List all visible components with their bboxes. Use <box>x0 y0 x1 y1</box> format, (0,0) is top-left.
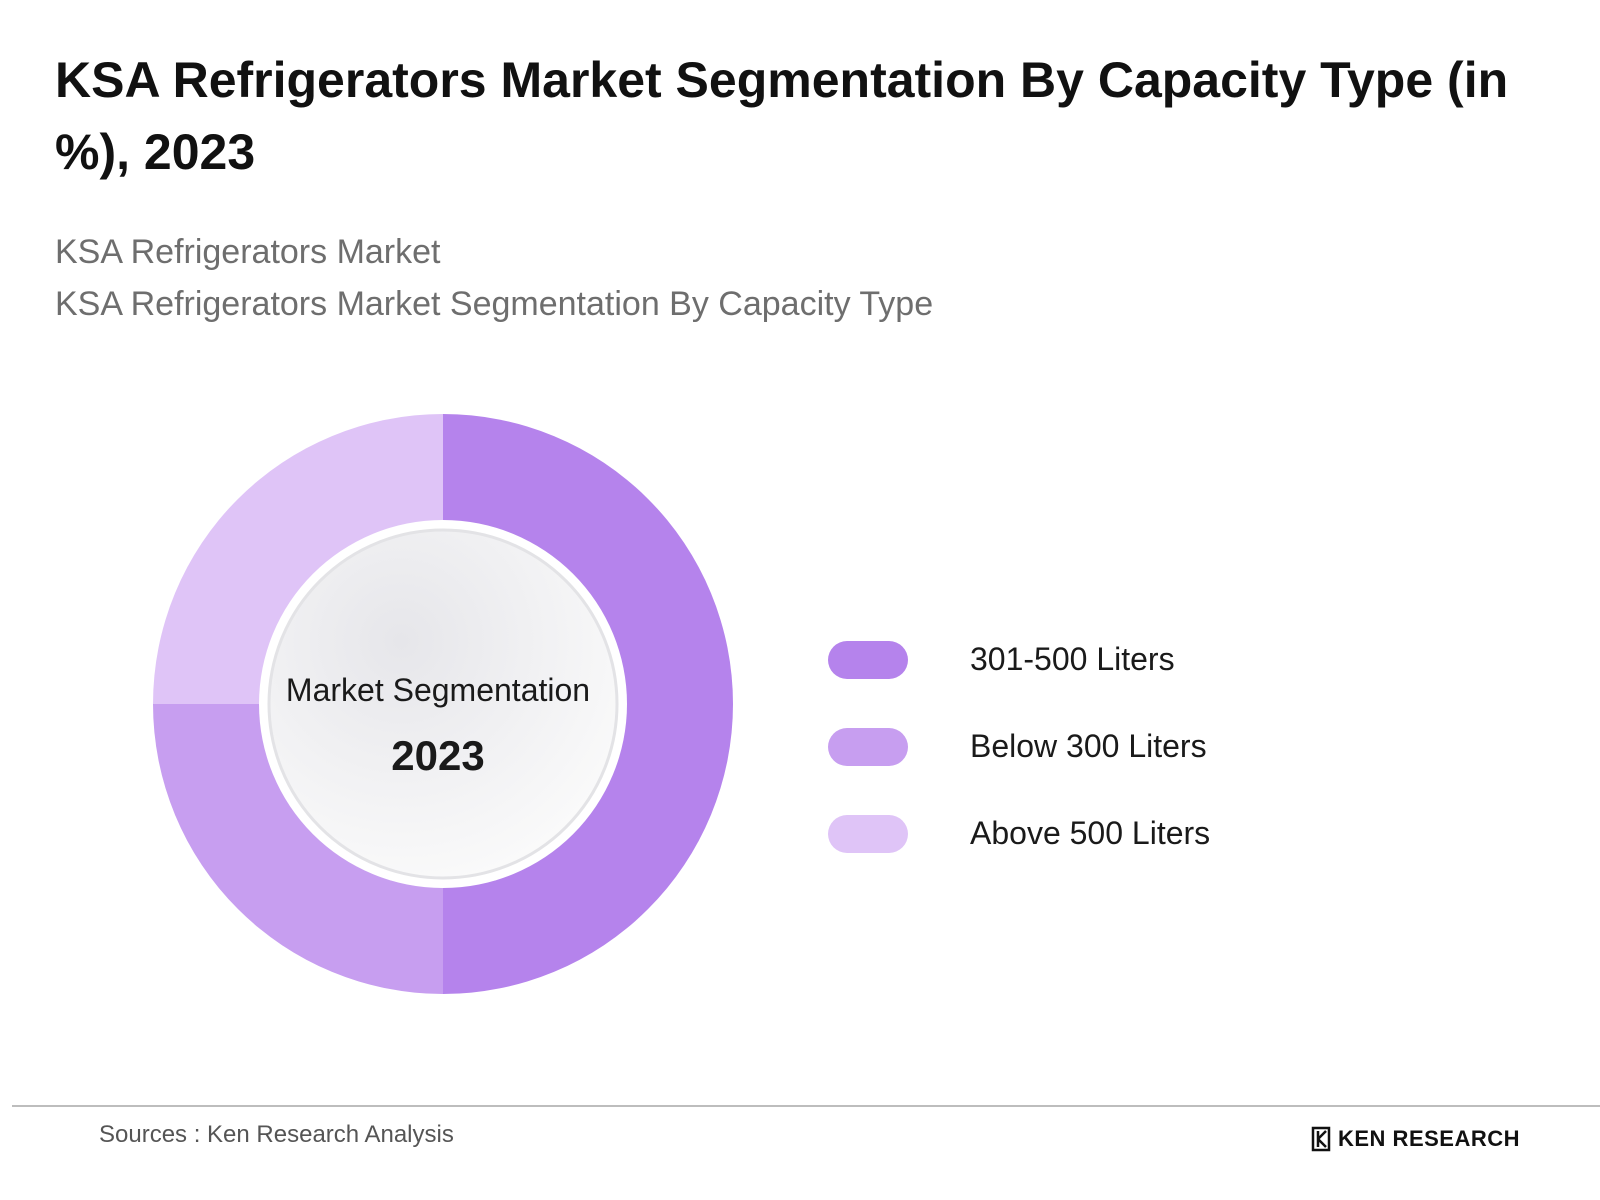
donut-center-year: 2023 <box>391 732 485 779</box>
subtitle-line-1: KSA Refrigerators Market <box>55 233 441 271</box>
ken-research-logo-text: KEN RESEARCH <box>1338 1126 1521 1151</box>
legend-item: 301-500 Liters <box>828 616 1210 703</box>
subtitle-line-2: KSA Refrigerators Market Segmentation By… <box>55 285 934 323</box>
subtitle: KSA Refrigerators Market KSA Refrigerato… <box>55 226 933 330</box>
chart-title: KSA Refrigerators Market Segmentation By… <box>55 52 1509 180</box>
footer-divider <box>12 1105 1600 1107</box>
legend-label: Above 500 Liters <box>970 815 1211 851</box>
legend-item: Above 500 Liters <box>828 790 1210 877</box>
ken-research-logo-icon <box>1311 1126 1331 1152</box>
legend-label: 301-500 Liters <box>970 641 1175 677</box>
legend-swatch <box>828 814 908 853</box>
ken-research-logo: KEN RESEARCH <box>1310 1126 1520 1152</box>
legend-item: Below 300 Liters <box>828 703 1210 790</box>
legend-label: Below 300 Liters <box>970 728 1207 764</box>
source-note: Sources : Ken Research Analysis <box>99 1121 454 1148</box>
legend-swatch <box>828 727 908 766</box>
legend: 301-500 Liters Below 300 Liters Above 50… <box>828 616 1210 877</box>
legend-swatch <box>828 640 908 679</box>
donut-chart <box>153 414 733 994</box>
donut-center-face <box>267 528 619 880</box>
donut-center-label: Market Segmentation <box>285 672 591 708</box>
